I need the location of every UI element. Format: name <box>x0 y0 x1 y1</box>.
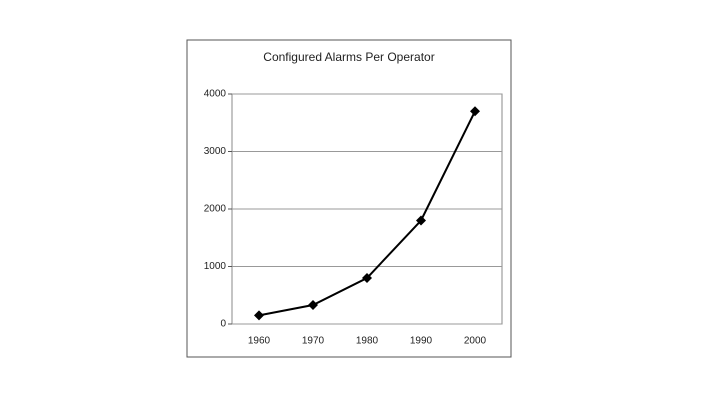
marker <box>254 310 264 321</box>
x-tick-label: 1970 <box>302 336 325 347</box>
y-tick-label: 0 <box>220 319 226 330</box>
x-tick-label: 1980 <box>356 336 379 347</box>
x-tick-label: 1990 <box>410 336 433 347</box>
marker <box>416 215 426 226</box>
chart-title: Configured Alarms Per Operator <box>263 50 434 64</box>
x-tick-label: 1960 <box>248 336 271 347</box>
y-tick-label: 3000 <box>204 146 227 157</box>
x-tick-label: 2000 <box>464 336 487 347</box>
y-tick-label: 2000 <box>204 204 227 215</box>
y-tick-label: 4000 <box>204 89 227 100</box>
marker <box>362 273 372 283</box>
marker <box>308 300 318 311</box>
marker <box>470 106 480 117</box>
chart-frame <box>186 39 512 358</box>
y-tick-label: 1000 <box>204 261 227 272</box>
